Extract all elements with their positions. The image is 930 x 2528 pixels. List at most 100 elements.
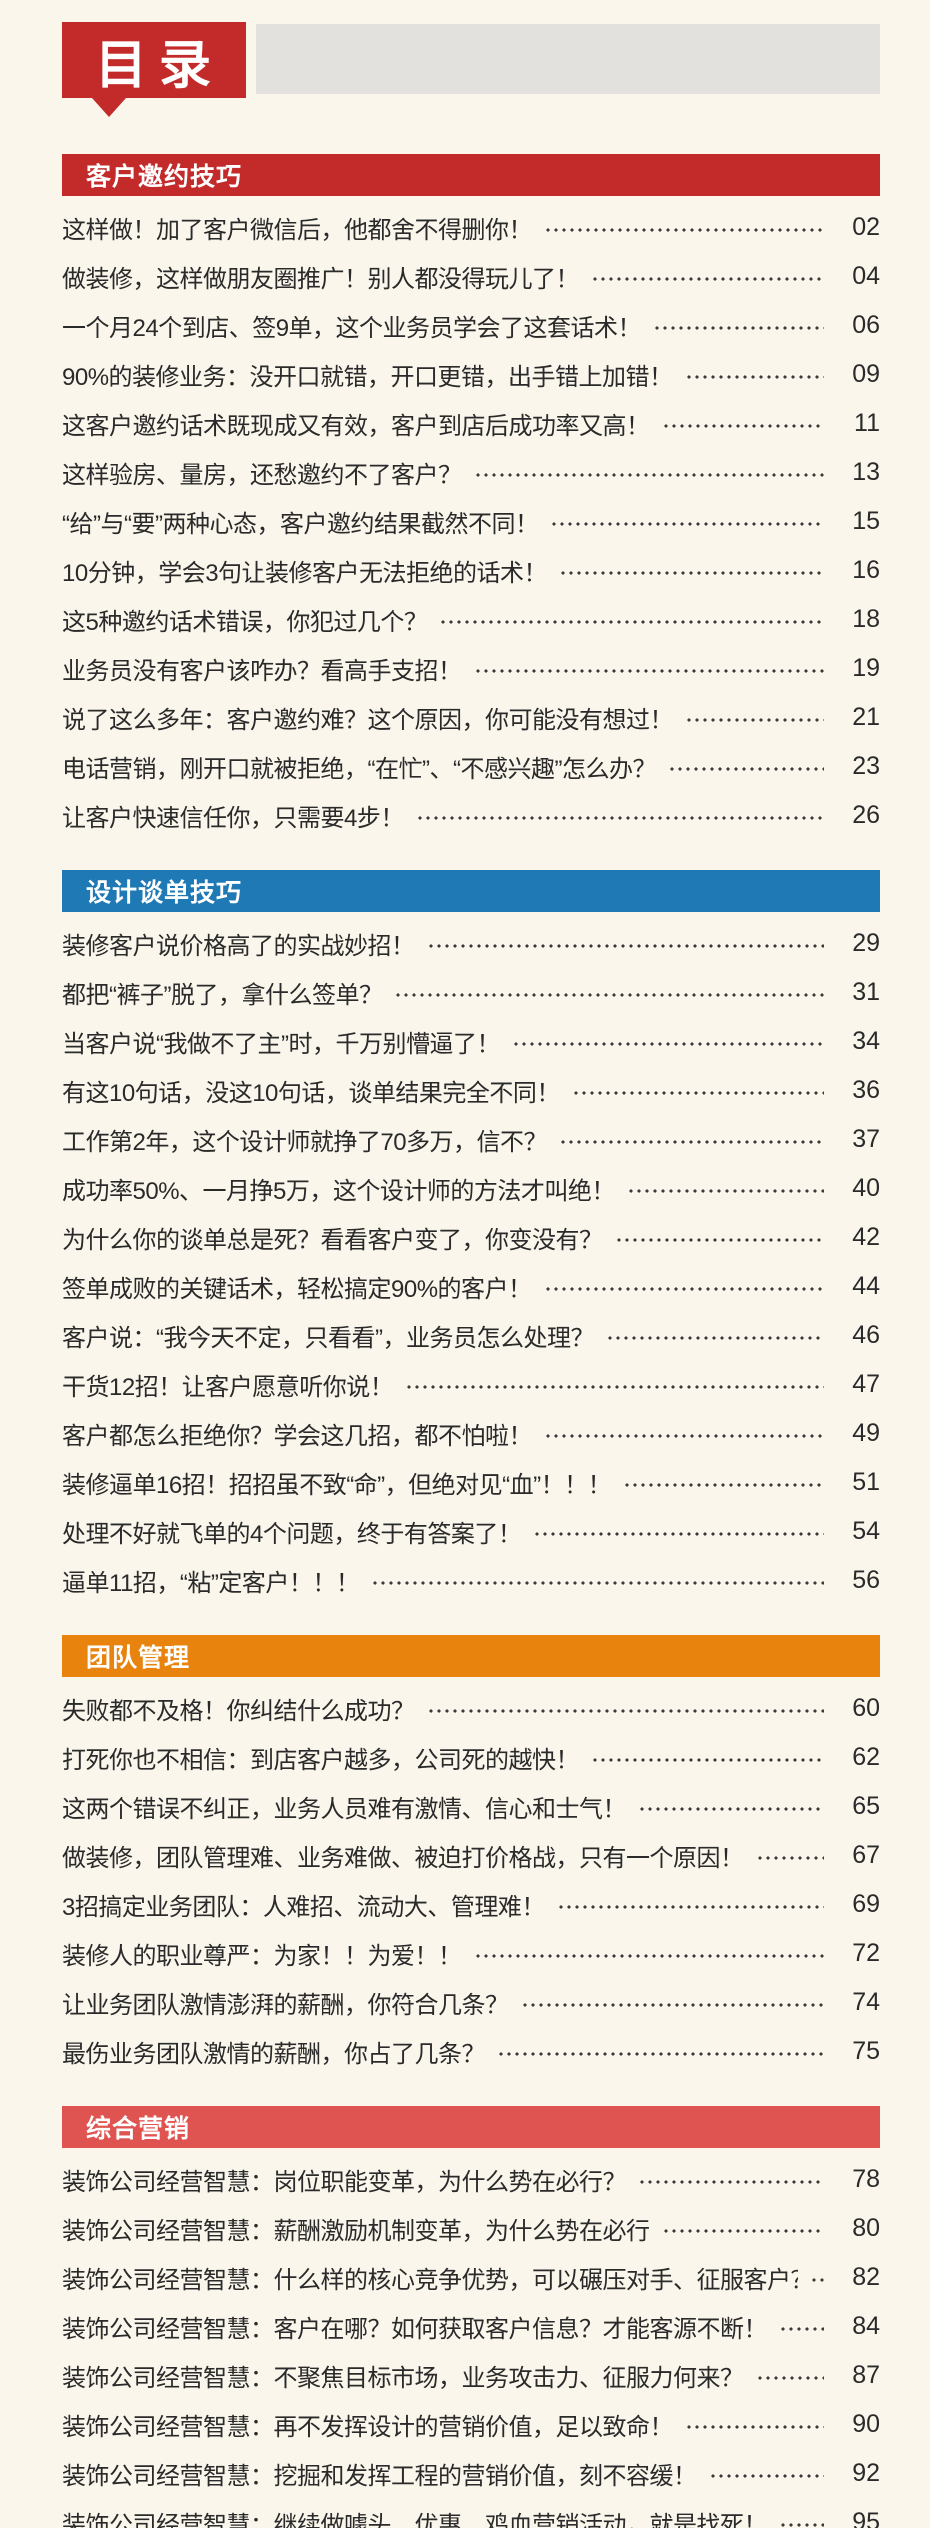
toc-leader-dots <box>653 315 824 340</box>
toc-leader-dots <box>685 2414 824 2439</box>
toc-item[interactable]: 打死你也不相信：到店客户越多，公司死的越快！ 62 <box>62 1733 880 1782</box>
toc-leader-dots <box>605 1325 824 1350</box>
toc-item[interactable]: 这样做！加了客户微信后，他都舍不得删你！ 02 <box>62 203 880 252</box>
toc-item[interactable]: 装饰公司经营智慧：不聚焦目标市场，业务攻击力、征服力何来？ 87 <box>62 2351 880 2400</box>
toc-item[interactable]: 这两个错误不纠正，业务人员难有激情、信心和士气！ 65 <box>62 1782 880 1831</box>
toc-leader-dots <box>755 1845 824 1870</box>
toc-item[interactable]: 90%的装修业务：没开口就错，开口更错，出手错上加错！ 09 <box>62 350 880 399</box>
toc-page-number: 56 <box>852 1566 880 1594</box>
toc-item[interactable]: 干货12招！让客户愿意听你说！ 47 <box>62 1360 880 1409</box>
toc-section-3: 团队管理 失败都不及格！你纠结什么成功？ 60 打死你也不相信：到店客户越多，公司死的… <box>62 1635 880 2076</box>
toc-item[interactable]: 做装修，这样做朋友圈推广！别人都没得玩儿了！ 04 <box>62 252 880 301</box>
section-title: 综合营销 <box>86 2115 191 2143</box>
toc-leader-dots <box>661 413 824 438</box>
toc-page-number: 65 <box>852 1792 880 1820</box>
toc-page-number: 09 <box>852 360 880 388</box>
toc-item[interactable]: 电话营销，刚开口就被拒绝，“在忙”、“不感兴趣”怎么办？ 23 <box>62 742 880 791</box>
toc-item[interactable]: 处理不好就飞单的4个问题，终于有答案了！ 54 <box>62 1507 880 1556</box>
toc-list: 装修客户说价格高了的实战妙招！ 29 都把“裤子”脱了，拿什么签单？ 31 当客户说“我… <box>62 919 880 1605</box>
toc-item[interactable]: 为什么你的谈单总是死？看看客户变了，你变没有？ 42 <box>62 1213 880 1262</box>
toc-item[interactable]: 客户说：“我今天不定，只看看”，业务员怎么处理？ 46 <box>62 1311 880 1360</box>
toc-page-number: 04 <box>852 262 880 290</box>
toc-item-title: 有这10句话，没这10句话，谈单结果完全不同！ <box>62 1080 560 1107</box>
toc-page-number: 36 <box>852 1076 880 1104</box>
toc-leader-dots <box>623 1472 824 1497</box>
toc-page-number: 87 <box>852 2361 880 2389</box>
toc-item[interactable]: 装饰公司经营智慧：再不发挥设计的营销价值，足以致命！ 90 <box>62 2400 880 2449</box>
toc-item[interactable]: 做装修，团队管理难、业务难做、被迫打价格战，只有一个原因！ 67 <box>62 1831 880 1880</box>
toc-leader-dots <box>520 1992 824 2017</box>
toc-item[interactable]: 装饰公司经营智慧：继续做噱头、优惠、鸡血营销活动，就是找死！ 95 <box>62 2498 880 2528</box>
toc-item[interactable]: 逼单11招，“粘”定客户！！！ 56 <box>62 1556 880 1605</box>
section-header: 综合营销 <box>62 2106 880 2148</box>
toc-item[interactable]: 业务员没有客户该咋办？看高手支招！ 19 <box>62 644 880 693</box>
toc-item-title: 让客户快速信任你，只需要4步！ <box>62 805 404 832</box>
toc-item[interactable]: 这样验房、量房，还愁邀约不了客户？ 13 <box>62 448 880 497</box>
toc-item[interactable]: 这客户邀约话术既现成又有效，客户到店后成功率又高！ 11 <box>62 399 880 448</box>
toc-page-number: 42 <box>852 1223 880 1251</box>
toc-item-title: 10分钟，学会3句让装修客户无法拒绝的话术！ <box>62 560 548 587</box>
toc-leader-dots <box>708 2463 824 2488</box>
toc-page-number: 13 <box>852 458 880 486</box>
toc-item[interactable]: 装饰公司经营智慧：挖掘和发挥工程的营销价值，刻不容缓！ 92 <box>62 2449 880 2498</box>
toc-page-number: 16 <box>852 556 880 584</box>
toc-item[interactable]: 装修逼单16招！招招虽不致“命”，但绝对见“血”！！！ 51 <box>62 1458 880 1507</box>
toc-list: 这样做！加了客户微信后，他都舍不得删你！ 02 做装修，这样做朋友圈推广！别人都没得… <box>62 203 880 840</box>
toc-list: 装饰公司经营智慧：岗位职能变革，为什么势在必行？ 78 装饰公司经营智慧：薪酬激励机… <box>62 2155 880 2528</box>
toc-banner: 目录 <box>62 22 880 117</box>
toc-item[interactable]: “给”与“要”两种心态，客户邀约结果截然不同！ 15 <box>62 497 880 546</box>
toc-item-title: 失败都不及格！你纠结什么成功？ <box>62 1698 415 1725</box>
toc-item[interactable]: 当客户说“我做不了主”时，千万别懵逼了！ 34 <box>62 1017 880 1066</box>
toc-item[interactable]: 成功率50%、一月挣5万，这个设计师的方法才叫绝！ 40 <box>62 1164 880 1213</box>
toc-item-title: 这样验房、量房，还愁邀约不了客户？ <box>62 462 462 489</box>
toc-list: 失败都不及格！你纠结什么成功？ 60 打死你也不相信：到店客户越多，公司死的越快！ 6… <box>62 1684 880 2076</box>
toc-page-number: 74 <box>852 1988 880 2016</box>
toc-leader-dots <box>511 1031 824 1056</box>
toc-leader-dots <box>638 2169 824 2194</box>
toc-leader-dots <box>473 1943 824 1968</box>
toc-page-number: 82 <box>852 2263 880 2291</box>
toc-page-number: 84 <box>852 2312 880 2340</box>
toc-item[interactable]: 失败都不及格！你纠结什么成功？ 60 <box>62 1684 880 1733</box>
toc-item-title: 这样做！加了客户微信后，他都舍不得删你！ <box>62 217 532 244</box>
toc-item[interactable]: 装饰公司经营智慧：薪酬激励机制变革，为什么势在必行 80 <box>62 2204 880 2253</box>
toc-item-title: 都把“裤子”脱了，拿什么签单？ <box>62 982 383 1009</box>
toc-item[interactable]: 签单成败的关键话术，轻松搞定90%的客户！ 44 <box>62 1262 880 1311</box>
toc-page-number: 80 <box>852 2214 880 2242</box>
toc-item[interactable]: 工作第2年，这个设计师就挣了70多万，信不？ 37 <box>62 1115 880 1164</box>
toc-item[interactable]: 装饰公司经营智慧：客户在哪？如何获取客户信息？才能客源不断！ 84 <box>62 2302 880 2351</box>
toc-leader-dots <box>684 364 824 389</box>
toc-leader-dots <box>405 1374 824 1399</box>
section-title: 团队管理 <box>86 1644 191 1672</box>
toc-leader-dots <box>571 1080 824 1105</box>
toc-item[interactable]: 最伤业务团队激情的薪酬，你占了几条？ 75 <box>62 2027 880 2076</box>
toc-item-title: 打死你也不相信：到店客户越多，公司死的越快！ <box>62 1747 579 1774</box>
toc-page-number: 54 <box>852 1517 880 1545</box>
toc-item[interactable]: 装饰公司经营智慧：什么样的核心竞争优势，可以碾压对手、征服客户？ 82 <box>62 2253 880 2302</box>
toc-leader-dots <box>426 1698 824 1723</box>
toc-item[interactable]: 客户都怎么拒绝你？学会这几招，都不怕啦！ 49 <box>62 1409 880 1458</box>
toc-leader-dots <box>543 1276 824 1301</box>
toc-item-title: 90%的装修业务：没开口就错，开口更错，出手错上加错！ <box>62 364 673 391</box>
toc-item[interactable]: 3招搞定业务团队：人难招、流动大、管理难！ 69 <box>62 1880 880 1929</box>
toc-page-number: 44 <box>852 1272 880 1300</box>
toc-item[interactable]: 一个月24个到店、签9单，这个业务员学会了这套话术！ 06 <box>62 301 880 350</box>
toc-item-title: “给”与“要”两种心态，客户邀约结果截然不同！ <box>62 511 539 538</box>
toc-item[interactable]: 都把“裤子”脱了，拿什么签单？ 31 <box>62 968 880 1017</box>
toc-page-number: 21 <box>852 703 880 731</box>
toc-page-number: 18 <box>852 605 880 633</box>
toc-item[interactable]: 这5种邀约话术错误，你犯过几个？ 18 <box>62 595 880 644</box>
toc-item-title: 客户都怎么拒绝你？学会这几招，都不怕啦！ <box>62 1423 532 1450</box>
toc-item[interactable]: 装修客户说价格高了的实战妙招！ 29 <box>62 919 880 968</box>
toc-item[interactable]: 让客户快速信任你，只需要4步！ 26 <box>62 791 880 840</box>
toc-item[interactable]: 10分钟，学会3句让装修客户无法拒绝的话术！ 16 <box>62 546 880 595</box>
toc-item[interactable]: 装修人的职业尊严：为家！！为爱！！ 72 <box>62 1929 880 1978</box>
toc-page-number: 37 <box>852 1125 880 1153</box>
toc-item[interactable]: 说了这么多年：客户邀约难？这个原因，你可能没有想过！ 21 <box>62 693 880 742</box>
toc-page-number: 49 <box>852 1419 880 1447</box>
toc-page-number: 47 <box>852 1370 880 1398</box>
toc-item[interactable]: 让业务团队激情澎湃的薪酬，你符合几条？ 74 <box>62 1978 880 2027</box>
toc-item[interactable]: 装饰公司经营智慧：岗位职能变革，为什么势在必行？ 78 <box>62 2155 880 2204</box>
toc-item[interactable]: 有这10句话，没这10句话，谈单结果完全不同！ 36 <box>62 1066 880 1115</box>
toc-item-title: 3招搞定业务团队：人难招、流动大、管理难！ <box>62 1894 545 1921</box>
